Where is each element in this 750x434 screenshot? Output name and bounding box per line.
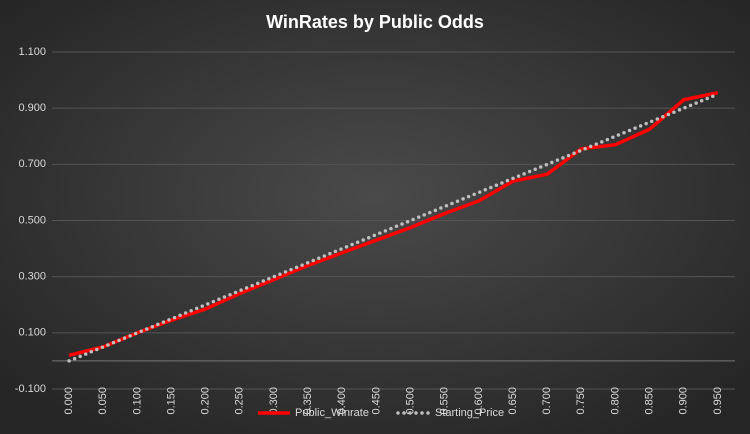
x-tick-label: 0.350 <box>302 387 314 415</box>
y-tick-label: 1.100 <box>18 46 46 58</box>
y-tick-label: 0.300 <box>18 271 46 283</box>
x-tick-label: 0.050 <box>97 387 109 415</box>
chart-title: WinRates by Public Odds <box>266 12 484 32</box>
legend-label: Public_Winrate <box>295 407 369 419</box>
y-tick-label: 0.900 <box>18 102 46 114</box>
y-tick-label: 0.500 <box>18 214 46 226</box>
y-tick-label: 0.100 <box>18 327 46 339</box>
x-tick-label: 0.900 <box>678 387 690 415</box>
x-tick-label: 0.750 <box>575 387 587 415</box>
x-tick-label: 0.300 <box>268 387 280 415</box>
y-tick-label: -0.100 <box>15 383 46 395</box>
x-tick-label: 0.700 <box>541 387 553 415</box>
x-tick-label: 0.450 <box>370 387 382 415</box>
x-tick-label: 0.250 <box>234 387 246 415</box>
x-tick-label: 0.400 <box>336 387 348 415</box>
x-tick-label: 0.600 <box>473 387 485 415</box>
legend-label: Starting_Price <box>435 407 504 419</box>
x-tick-label: 0.850 <box>644 387 656 415</box>
x-tick-label: 0.100 <box>131 387 143 415</box>
x-tick-label: 0.650 <box>507 387 519 415</box>
x-tick-label: 0.200 <box>200 387 212 415</box>
x-tick-label: 0.550 <box>439 387 451 415</box>
y-tick-label: 0.700 <box>18 158 46 170</box>
x-tick-label: 0.800 <box>609 387 621 415</box>
x-tick-label: 0.950 <box>712 387 724 415</box>
x-tick-label: 0.000 <box>63 387 75 415</box>
x-tick-label: 0.500 <box>404 387 416 415</box>
series-line <box>68 91 719 357</box>
x-tick-label: 0.150 <box>165 387 177 415</box>
